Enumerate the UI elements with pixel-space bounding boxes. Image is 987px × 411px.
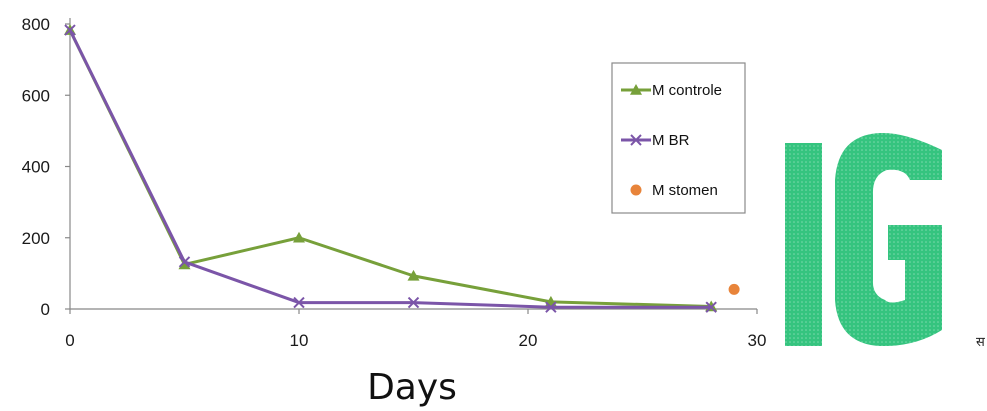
series-m-stomen (728, 283, 740, 295)
legend-item: M stomen (630, 182, 718, 199)
data-point (178, 256, 191, 268)
series-layer (64, 24, 740, 313)
logo-letter-i (785, 143, 822, 346)
y-tick-label: 0 (41, 300, 50, 319)
legend-swatch-marker (630, 184, 642, 196)
data-point (407, 269, 420, 281)
x-tick-label: 30 (748, 331, 767, 350)
data-point (64, 24, 76, 36)
data-point (407, 296, 420, 309)
x-axis-ticks: 0 10 20 30 (65, 309, 766, 350)
y-tick-label: 400 (22, 158, 50, 177)
legend-item: M BR (621, 132, 690, 149)
y-tick-label: 200 (22, 229, 50, 248)
legend-label: M BR (652, 132, 690, 149)
legend-label: M stomen (652, 182, 718, 199)
y-axis-ticks: 0 200 400 600 800 (22, 15, 70, 319)
data-point (293, 231, 305, 243)
x-tick-label: 0 (65, 331, 74, 350)
legend-swatch-marker (630, 134, 642, 146)
data-point (178, 258, 191, 270)
data-point (545, 301, 557, 313)
legend-item: M controle (621, 82, 722, 99)
series-line (68, 29, 712, 309)
legend-swatch-marker (630, 84, 642, 95)
data-point (728, 283, 740, 295)
data-point (293, 296, 305, 309)
logo-letter-g (835, 132, 942, 347)
x-tick-label: 20 (519, 331, 538, 350)
y-tick-label: 600 (22, 86, 50, 105)
logo: IG (785, 132, 942, 347)
series-m-br (64, 24, 717, 313)
y-tick-label: 800 (22, 15, 50, 34)
edge-mark: स (976, 334, 985, 349)
legend: M controle M BR M stomen (611, 62, 746, 214)
x-axis-label: Days (367, 367, 457, 408)
data-point (705, 301, 717, 313)
axes (69, 18, 757, 310)
x-tick-label: 10 (290, 331, 309, 350)
legend-label: M controle (652, 82, 722, 99)
